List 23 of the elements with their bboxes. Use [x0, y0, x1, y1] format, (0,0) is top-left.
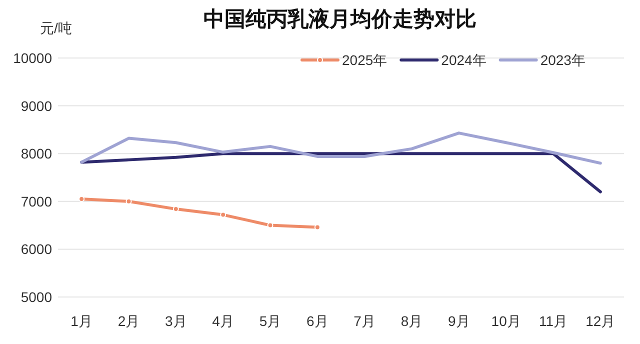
chart-title: 中国纯丙乳液月均价走势对比 — [204, 6, 476, 31]
legend-label: 2025年 — [342, 52, 388, 68]
x-tick-label: 3月 — [165, 313, 187, 329]
y-tick-label: 6000 — [20, 241, 52, 258]
x-tick-label: 1月 — [70, 313, 92, 329]
x-tick-label: 10月 — [491, 313, 521, 329]
x-tick-label: 2月 — [118, 313, 140, 329]
x-tick-label: 4月 — [212, 313, 234, 329]
x-tick-label: 6月 — [306, 313, 328, 329]
y-tick-label: 8000 — [20, 146, 52, 162]
y-tick-label: 5000 — [20, 289, 52, 305]
y-axis-title: 元/吨 — [40, 20, 72, 36]
y-tick-label: 10000 — [13, 50, 52, 66]
y-tick-label: 9000 — [20, 98, 52, 114]
legend-label: 2024年 — [441, 52, 486, 68]
x-tick-label: 9月 — [448, 313, 470, 329]
x-tick-label: 11月 — [538, 313, 568, 329]
legend-label: 2023年 — [540, 52, 586, 68]
y-tick-label: 7000 — [20, 193, 52, 210]
x-tick-label: 7月 — [354, 313, 376, 329]
x-tick-label: 5月 — [259, 313, 282, 329]
x-tick-label: 12月 — [586, 313, 616, 329]
x-tick-label: 8月 — [400, 313, 423, 329]
